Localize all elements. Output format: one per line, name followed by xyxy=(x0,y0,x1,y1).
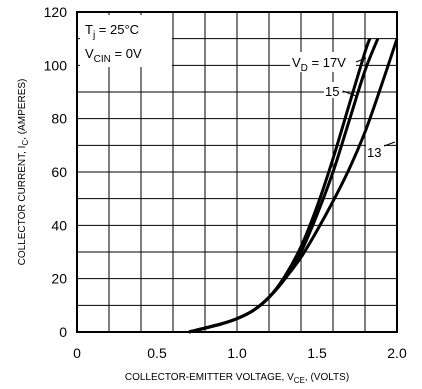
series-line-2 xyxy=(188,38,399,334)
y-tick-label: 60 xyxy=(51,164,67,180)
y-tick-labels: 0 20 40 60 80 100 120 xyxy=(44,4,68,340)
label-15-leader-line xyxy=(342,90,357,97)
vd17-leader-line xyxy=(355,57,367,63)
plot-frame xyxy=(76,11,398,333)
x-tick-label: 1.5 xyxy=(307,345,327,361)
label-15-bg xyxy=(324,82,342,98)
x-axis-title: COLLECTOR-EMITTER VOLTAGE, VCE, (VOLTS) xyxy=(125,372,349,385)
y-tick-label: 40 xyxy=(51,217,67,233)
series-label-13: 13 xyxy=(367,145,381,160)
x-tick-label: 1.0 xyxy=(227,345,247,361)
y-axis-title: COLLECTOR CURRENT, IC, (AMPERES) xyxy=(17,79,30,266)
vcin-annotation: VCIN = 0V xyxy=(85,46,142,65)
x-tick-label: 2.0 xyxy=(387,345,407,361)
y-tick-label: 100 xyxy=(44,57,68,73)
series-line-1 xyxy=(188,38,380,334)
conditions-box-bg xyxy=(80,15,172,67)
tj-annotation: Tj = 25°C xyxy=(85,22,139,41)
x-tick-label: 0 xyxy=(73,345,81,361)
y-tick-label: 80 xyxy=(51,111,67,127)
y-tick-label: 120 xyxy=(44,4,68,20)
y-tick-label: 20 xyxy=(51,271,67,287)
series-label-vd17: VD = 17V xyxy=(292,55,346,74)
y-tick-label: 0 xyxy=(59,324,67,340)
x-tick-labels: 0 0.5 1.0 1.5 2.0 xyxy=(73,345,407,361)
label-13-leader-line xyxy=(383,141,396,147)
x-tick-label: 0.5 xyxy=(147,345,167,361)
vd17-label-bg xyxy=(290,52,356,72)
series-label-15: 15 xyxy=(325,84,339,99)
grid xyxy=(77,12,397,332)
series-layer xyxy=(188,38,399,334)
label-13-bg xyxy=(366,143,384,159)
